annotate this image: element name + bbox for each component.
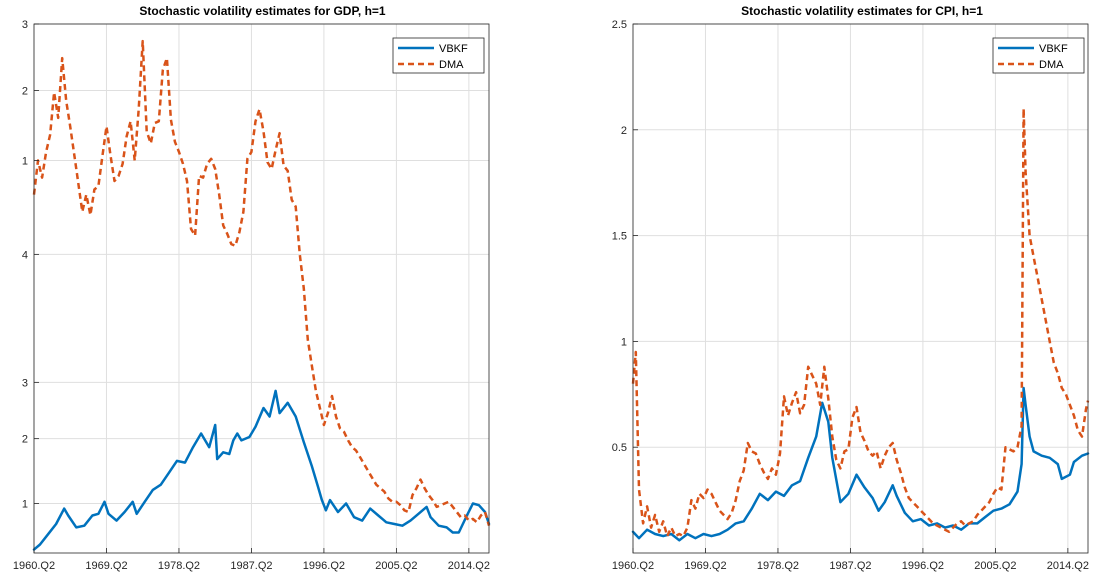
x-tick-label: 2005.Q2 [974, 560, 1016, 572]
y-tick-label: 3 [22, 19, 28, 31]
plot-frame [632, 23, 1089, 554]
x-tick-label: 1978.Q2 [158, 560, 200, 572]
y-tick-label: 1 [22, 499, 28, 511]
plot-frame [33, 23, 490, 554]
legend-dma-label: DMA [1039, 59, 1064, 71]
y-tick-label: 1 [22, 156, 28, 168]
series-line-vbkf [631, 386, 1090, 542]
x-tick-label: 1996.Q2 [902, 560, 944, 572]
legend-dma-label: DMA [439, 59, 464, 71]
legend-box [392, 37, 485, 74]
y-tick-label: 2 [22, 86, 28, 98]
x-tick-label: 1969.Q2 [85, 560, 127, 572]
legend: VBKF DMA [392, 37, 485, 74]
y-tick-label: 4 [22, 249, 28, 261]
legend-vbkf-label: VBKF [1039, 43, 1068, 55]
x-tick-label: 1960.Q2 [13, 560, 55, 572]
y-axis: 0.5 1 1.5 2 2.5 [612, 19, 638, 454]
x-tick-label: 2005.Q2 [375, 560, 417, 572]
y-tick-label: 1 [621, 336, 627, 348]
x-tick-label: 1960.Q2 [612, 560, 654, 572]
series-line-vbkf [32, 389, 491, 551]
chart-title: Stochastic volatility estimates for CPI,… [741, 4, 983, 18]
series-line-dma [631, 107, 1090, 538]
y-axis: 1 2 3 4 1 2 3 [22, 19, 39, 511]
x-tick-label: 1978.Q2 [757, 560, 799, 572]
legend-box [992, 37, 1085, 74]
legend-vbkf-label: VBKF [439, 43, 468, 55]
x-tick-label: 1996.Q2 [303, 560, 345, 572]
series-group [32, 39, 491, 551]
gdp-chart-panel: Stochastic volatility estimates for GDP,… [13, 4, 491, 572]
x-tick-label: 2014.Q2 [1047, 560, 1089, 572]
y-tick-label: 2 [621, 125, 627, 137]
x-tick-label: 2014.Q2 [448, 560, 490, 572]
y-tick-label: 1.5 [612, 231, 627, 243]
y-tick-label: 0.5 [612, 442, 627, 454]
legend: VBKF DMA [992, 37, 1085, 74]
x-axis: 1960.Q2 1969.Q2 1978.Q2 1987.Q2 1996.Q2 2005.… [13, 548, 490, 572]
cpi-chart-panel: Stochastic volatility estimates for CPI,… [612, 4, 1090, 572]
grid [33, 23, 489, 553]
x-tick-label: 1987.Q2 [829, 560, 871, 572]
x-axis: 1960.Q2 1969.Q2 1978.Q2 1987.Q2 1996.Q2 2005.… [612, 548, 1089, 572]
y-tick-label: 2 [22, 434, 28, 446]
series-line-dma [32, 39, 491, 527]
chart-title: Stochastic volatility estimates for GDP,… [139, 4, 386, 18]
y-tick-label: 2.5 [612, 19, 627, 31]
x-tick-label: 1969.Q2 [684, 560, 726, 572]
y-tick-label: 3 [22, 377, 28, 389]
x-tick-label: 1987.Q2 [230, 560, 272, 572]
series-group [631, 107, 1090, 542]
